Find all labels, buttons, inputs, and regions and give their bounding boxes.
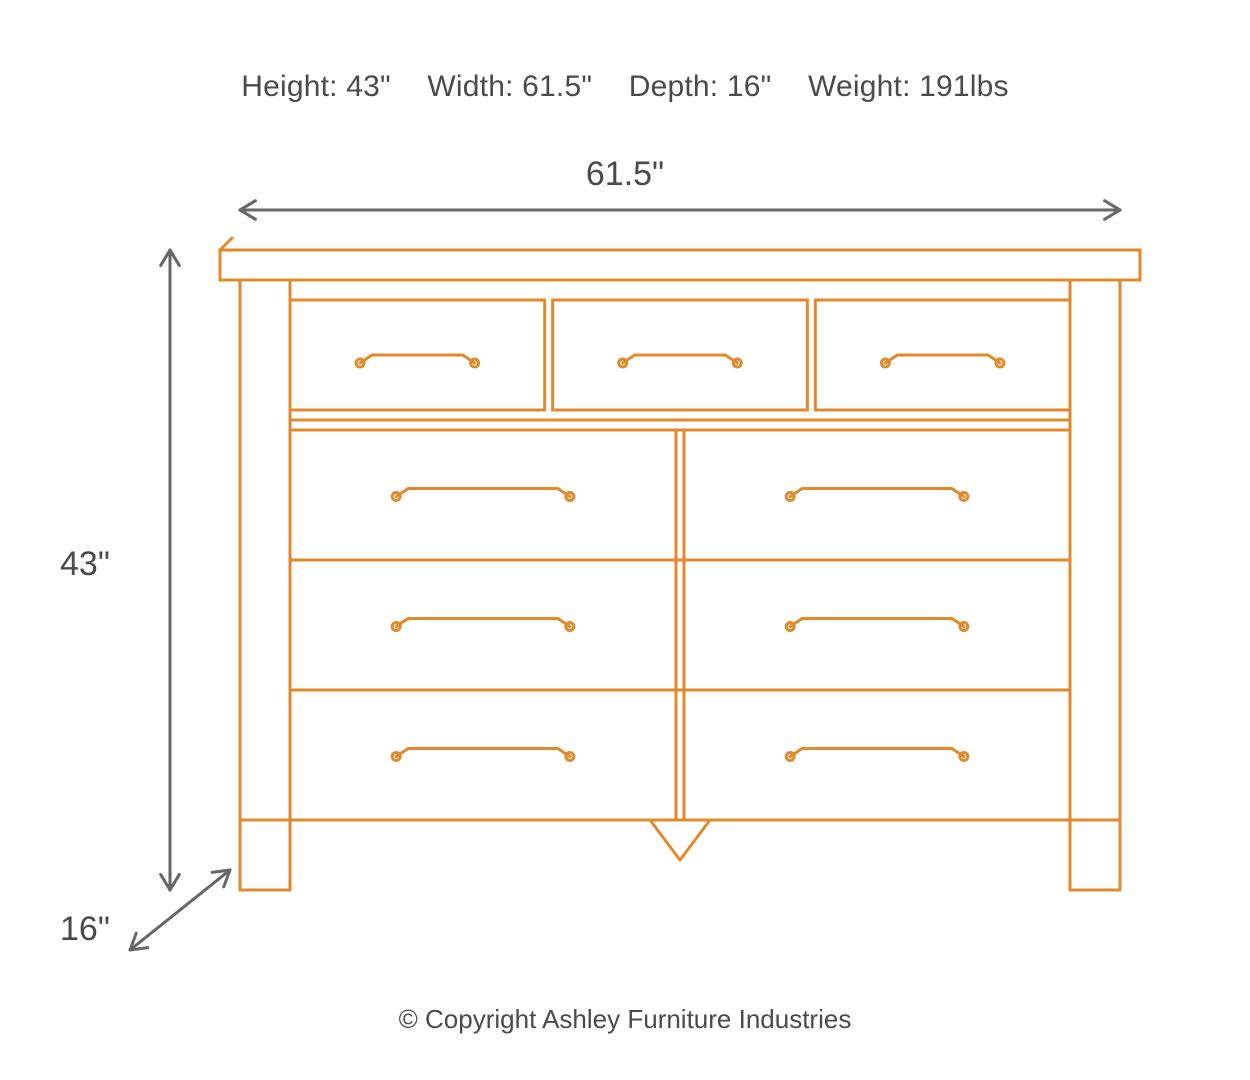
copyright-text: © Copyright Ashley Furniture Industries (0, 1004, 1250, 1035)
drawing-svg (0, 0, 1250, 1080)
diagram-stage: Height: 43" Width: 61.5" Depth: 16" Weig… (0, 0, 1250, 1080)
